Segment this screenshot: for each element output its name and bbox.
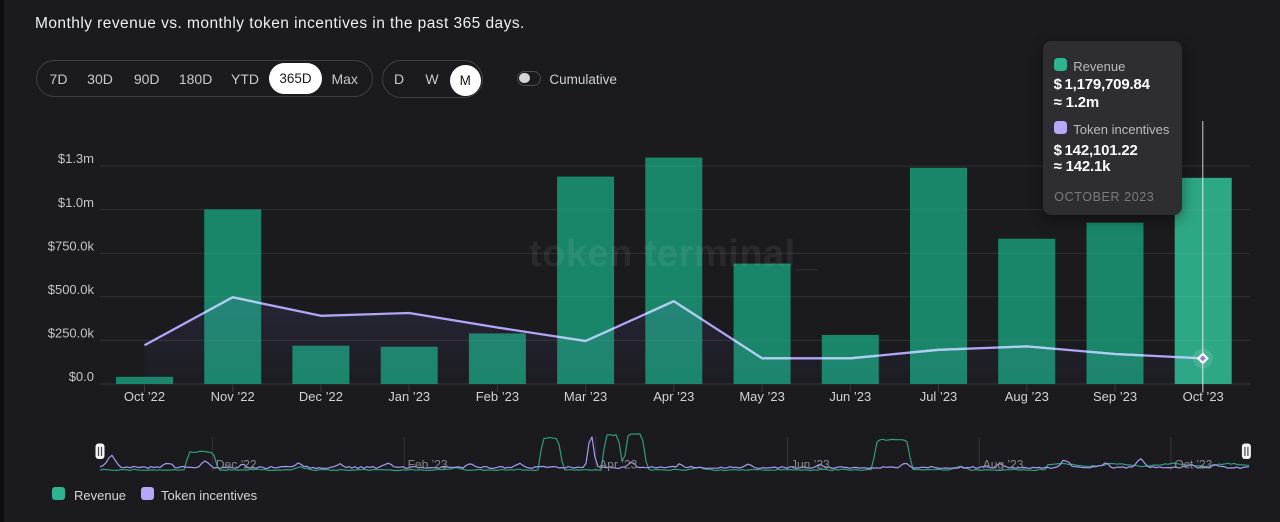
svg-text:Mar ’23: Mar ’23 bbox=[564, 389, 607, 404]
svg-text:Jul ’23: Jul ’23 bbox=[920, 389, 958, 404]
svg-text:Feb ’23: Feb ’23 bbox=[476, 389, 519, 404]
svg-text:Oct ’22: Oct ’22 bbox=[124, 389, 165, 404]
svg-text:Apr ’23: Apr ’23 bbox=[599, 458, 637, 472]
svg-text:Nov ’22: Nov ’22 bbox=[211, 389, 255, 404]
svg-text:$250.0k: $250.0k bbox=[48, 326, 95, 341]
svg-text:Sep ’23: Sep ’23 bbox=[1093, 389, 1137, 404]
svg-text:Jun ’23: Jun ’23 bbox=[829, 389, 871, 404]
svg-text:Aug ’23: Aug ’23 bbox=[1005, 389, 1049, 404]
svg-text:Jun ’23: Jun ’23 bbox=[791, 458, 830, 472]
svg-text:May ’23: May ’23 bbox=[739, 389, 785, 404]
svg-text:$750.0k: $750.0k bbox=[48, 238, 95, 253]
svg-text:$0.0: $0.0 bbox=[69, 369, 94, 384]
svg-text:Dec ’22: Dec ’22 bbox=[299, 389, 343, 404]
svg-text:Oct ’23: Oct ’23 bbox=[1174, 458, 1212, 472]
svg-text:$500.0k: $500.0k bbox=[48, 282, 95, 297]
svg-text:Aug ’23: Aug ’23 bbox=[983, 458, 1024, 472]
svg-text:$1.3m: $1.3m bbox=[58, 151, 94, 166]
svg-text:Apr ’23: Apr ’23 bbox=[653, 389, 694, 404]
svg-text:Oct ’23: Oct ’23 bbox=[1183, 389, 1224, 404]
svg-text:Dec ’22: Dec ’22 bbox=[216, 458, 257, 472]
svg-text:Jan ’23: Jan ’23 bbox=[388, 389, 430, 404]
svg-text:Feb ’23: Feb ’23 bbox=[408, 458, 448, 472]
svg-text:$1.0m: $1.0m bbox=[58, 195, 94, 210]
